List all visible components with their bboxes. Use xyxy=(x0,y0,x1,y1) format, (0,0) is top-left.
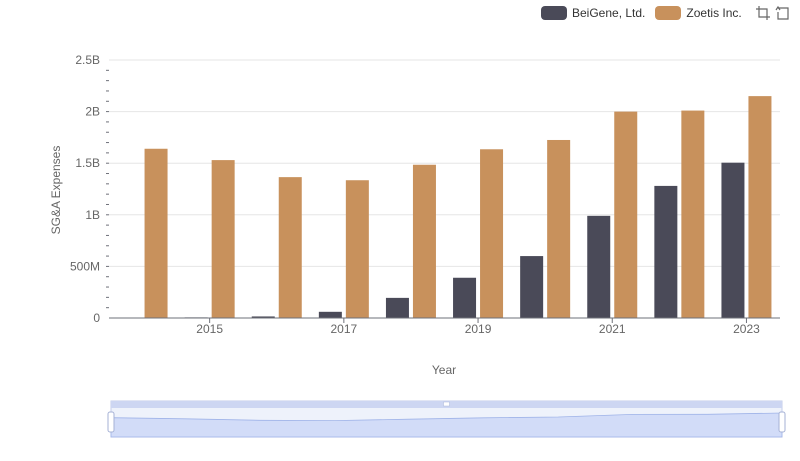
zoom-icon[interactable] xyxy=(754,4,772,22)
toolbox xyxy=(754,4,794,22)
y-tick-label: 0 xyxy=(93,311,100,325)
legend-item-beigene[interactable]: BeiGene, Ltd. xyxy=(541,6,645,20)
x-tick-label: 2017 xyxy=(330,322,357,336)
bar-zoetis-2018[interactable] xyxy=(412,164,436,318)
legend-swatch-beigene xyxy=(541,6,567,20)
x-tick-label: 2015 xyxy=(196,322,223,336)
bar-beigene-2020[interactable] xyxy=(520,256,544,318)
bar-beigene-2018[interactable] xyxy=(385,297,409,318)
bar-beigene-2023[interactable] xyxy=(721,162,745,318)
legend-swatch-zoetis xyxy=(655,6,682,20)
y-tick-label: 1B xyxy=(85,208,100,222)
bar-zoetis-2017[interactable] xyxy=(345,180,369,318)
bar-zoetis-2019[interactable] xyxy=(480,149,504,318)
slider-handle-right[interactable] xyxy=(778,411,786,433)
x-tick-label: 2023 xyxy=(733,322,760,336)
legend-item-zoetis[interactable]: Zoetis Inc. xyxy=(655,6,742,20)
restore-icon[interactable] xyxy=(774,4,792,22)
bar-beigene-2021[interactable] xyxy=(587,215,611,318)
y-tick-label: 2B xyxy=(85,105,100,119)
bar-zoetis-2015[interactable] xyxy=(211,160,235,318)
bar-zoetis-2022[interactable] xyxy=(681,110,705,319)
y-tick-label: 1.5B xyxy=(75,156,100,170)
grid-lines xyxy=(109,59,780,267)
y-minor-ticks xyxy=(106,69,109,309)
legend-label-beigene: BeiGene, Ltd. xyxy=(572,6,646,20)
bar-beigene-2022[interactable] xyxy=(654,185,678,318)
legend-label-zoetis: Zoetis Inc. xyxy=(686,6,742,20)
y-tick-label: 2.5B xyxy=(75,53,100,67)
data-zoom-slider[interactable] xyxy=(107,400,786,438)
bar-zoetis-2023[interactable] xyxy=(748,96,772,319)
x-ticks: 2015 2017 2019 2021 2023 xyxy=(196,318,760,336)
x-axis-title: Year xyxy=(431,363,457,377)
slider-grip[interactable] xyxy=(443,401,450,407)
y-axis-title: SG&A Expenses xyxy=(49,145,63,235)
slider-handle-left[interactable] xyxy=(107,411,115,433)
legend: BeiGene, Ltd. Zoetis Inc. xyxy=(541,4,794,22)
y-tick-labels: 0 500M 1B 1.5B 2B 2.5B xyxy=(70,53,100,325)
bar-zoetis-2016[interactable] xyxy=(278,177,302,318)
bar-beigene-2019[interactable] xyxy=(453,277,477,318)
bars xyxy=(117,96,772,319)
y-tick-label: 500M xyxy=(70,259,100,273)
x-tick-label: 2021 xyxy=(599,322,626,336)
bar-zoetis-2021[interactable] xyxy=(614,111,638,318)
bar-beigene-2016[interactable] xyxy=(251,316,275,318)
bar-zoetis-2020[interactable] xyxy=(547,139,571,318)
bar-beigene-2017[interactable] xyxy=(318,311,342,318)
bar-zoetis-2014[interactable] xyxy=(144,148,168,318)
x-tick-label: 2019 xyxy=(465,322,492,336)
